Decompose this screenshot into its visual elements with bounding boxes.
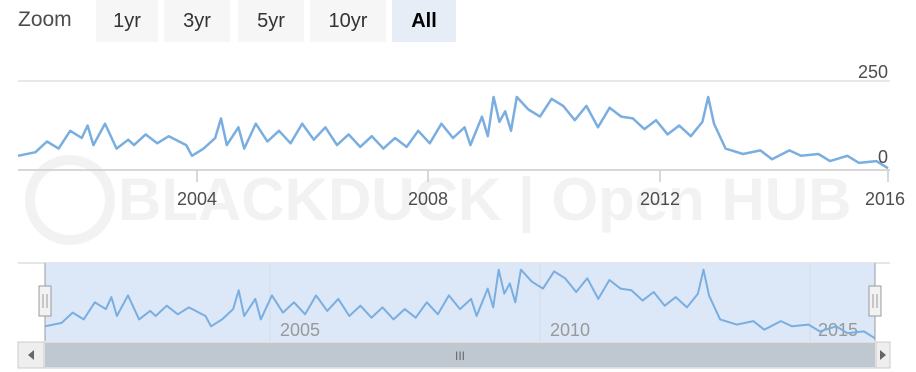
scrollbar[interactable]: III [17, 341, 891, 369]
zoom-label: Zoom [18, 8, 72, 31]
watermark-logo-icon [25, 155, 115, 245]
zoom-all-button[interactable]: All [392, 0, 456, 42]
navigator-tick-label: 2015 [818, 320, 858, 340]
zoom-10yr-button[interactable]: 10yr [310, 0, 386, 42]
navigator: 2005 2010 2015 [18, 262, 890, 341]
navigator-selection[interactable] [45, 263, 875, 341]
navigator-right-handle[interactable] [868, 285, 882, 317]
zoom-3yr-button[interactable]: 3yr [164, 0, 230, 42]
x-tick-label: 2016 [865, 189, 905, 209]
scrollbar-grip: III [455, 349, 465, 363]
navigator-tick-label: 2010 [550, 320, 590, 340]
watermark: BLACKDUCK | Open HUB [25, 155, 851, 245]
handle-body[interactable] [38, 285, 52, 317]
arrow-right-icon [880, 350, 886, 360]
x-tick-label: 2008 [408, 189, 448, 209]
zoom-toolbar: Zoom 1yr 3yr 5yr 10yr All [0, 0, 916, 44]
navigator-series-line [44, 268, 876, 340]
navigator-tick-label: 2005 [280, 320, 320, 340]
navigator-left-handle[interactable] [38, 285, 52, 317]
scrollbar-thumb[interactable] [45, 343, 875, 367]
zoom-5yr-button[interactable]: 5yr [238, 0, 304, 42]
y-tick-label: 250 [858, 62, 888, 82]
y-tick-label: 0 [878, 147, 888, 167]
watermark-text: BLACKDUCK | Open HUB [118, 166, 851, 234]
x-tick-label: 2012 [640, 189, 680, 209]
zoom-1yr-button[interactable]: 1yr [96, 0, 158, 42]
handle-body[interactable] [868, 285, 882, 317]
x-tick-label: 2004 [177, 189, 217, 209]
series-line [17, 95, 889, 170]
arrow-left-icon [28, 350, 34, 360]
